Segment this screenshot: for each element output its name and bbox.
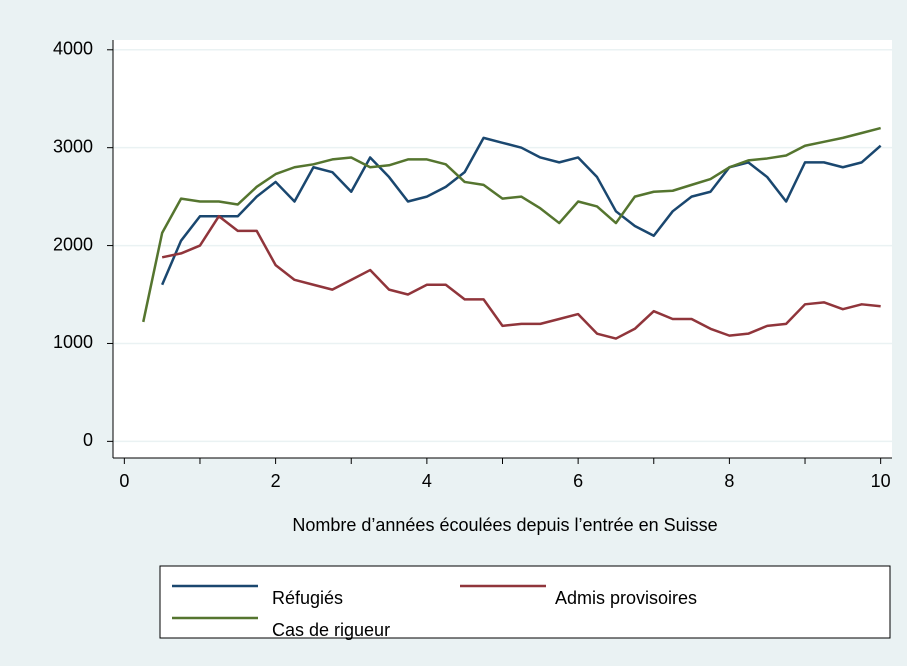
x-tick-label: 10 [871, 471, 891, 491]
x-axis-title: Nombre d’années écoulées depuis l’entrée… [292, 515, 717, 535]
y-tick-label: 4000 [53, 39, 93, 59]
y-tick-label: 2000 [53, 234, 93, 254]
legend-label: Cas de rigueur [272, 620, 390, 640]
x-tick-label: 0 [119, 471, 129, 491]
y-tick-label: 1000 [53, 332, 93, 352]
x-tick-label: 8 [724, 471, 734, 491]
y-tick-label: 0 [83, 430, 93, 450]
x-tick-label: 4 [422, 471, 432, 491]
series-line [142, 126, 881, 323]
series-line [161, 214, 881, 340]
x-tick-label: 6 [573, 471, 583, 491]
x-tick-label: 2 [271, 471, 281, 491]
plot-area [113, 40, 892, 458]
legend-label: Réfugiés [272, 588, 343, 608]
y-tick-label: 3000 [53, 136, 93, 156]
legend [159, 565, 891, 639]
series-line [161, 136, 882, 286]
legend-label: Admis provisoires [555, 588, 697, 608]
